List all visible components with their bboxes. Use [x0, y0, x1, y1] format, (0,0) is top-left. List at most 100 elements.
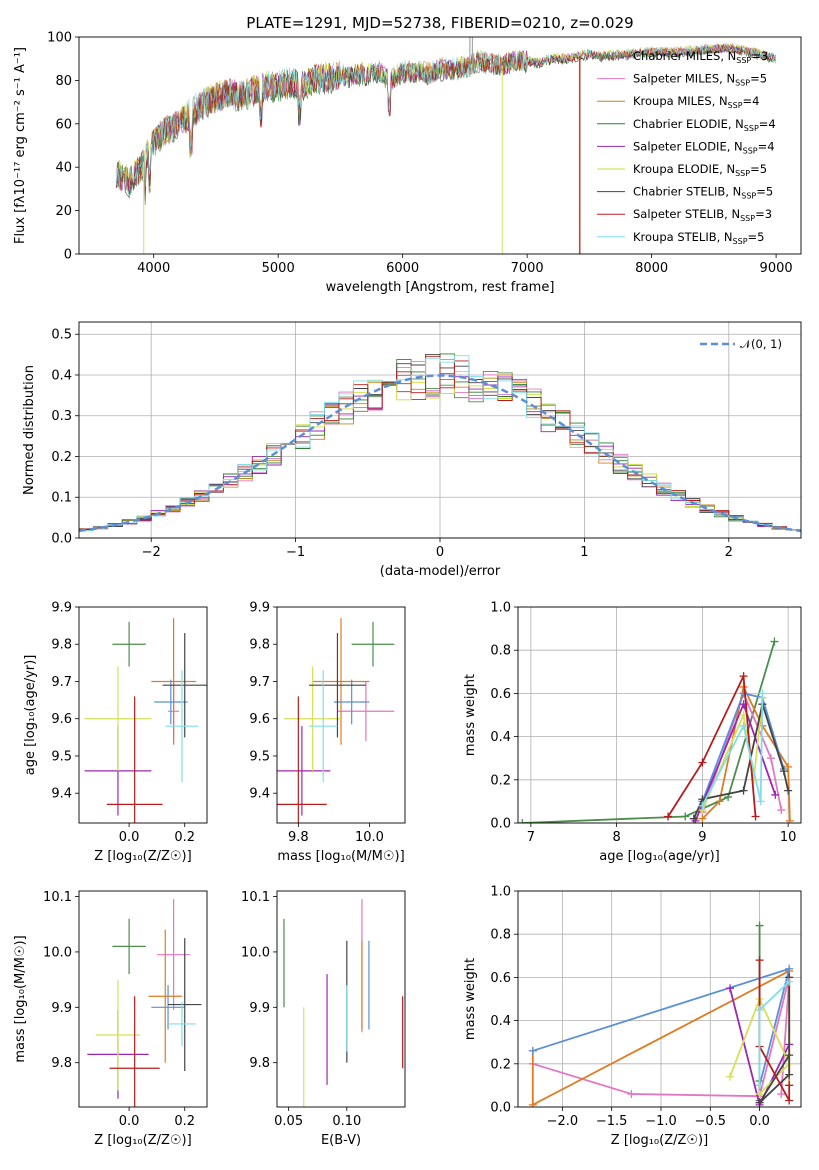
x-tick-label: 5000 [262, 261, 295, 276]
weight-marker [755, 1090, 764, 1099]
weight-marker [785, 816, 794, 823]
x-tick-label: 2 [725, 545, 733, 560]
spectrum-line [116, 43, 776, 194]
y-axis-label: mass [log₁₀(M/M☉)] [13, 935, 28, 1062]
x-tick-label: 9000 [760, 261, 793, 276]
axes-frame [276, 890, 406, 1108]
weight-marker [755, 921, 764, 930]
errorbar-point [112, 918, 146, 975]
y-tick-label: 0.0 [51, 532, 72, 547]
x-tick-label: 10 [780, 830, 797, 845]
axes-frame [517, 606, 802, 824]
weight-marker [739, 672, 748, 681]
y-tick-label: 100 [47, 31, 72, 46]
y-tick-label: 0.4 [490, 730, 511, 745]
x-tick-label: 4000 [137, 261, 170, 276]
legend-label: Salpeter ELODIE, NSSP=4 [633, 139, 775, 155]
age-vs-Z-panel: 0.0 0.2 9.4 9.5 9.6 9.7 9.8 9.9 Z [log₁₀(Z/Z☉)] a… [23, 601, 208, 864]
spectrum-series-group [116, 37, 776, 254]
weight-marker [755, 1081, 764, 1090]
errorbar-point [165, 670, 199, 783]
x-axis-label: Z [log₁₀(Z/Z☉)] [94, 849, 191, 864]
weight-marker [785, 1096, 794, 1105]
x-tick-label: 9 [698, 830, 706, 845]
legend-label: Chabrier STELIB, NSSP=5 [633, 185, 773, 201]
axes-frame [78, 36, 802, 255]
axes-frame [517, 890, 802, 1108]
y-tick-label: 0.6 [490, 971, 511, 986]
y-tick-label: 9.9 [249, 601, 270, 616]
weight-marker [785, 964, 794, 973]
errorbar-group [87, 899, 202, 1107]
y-tick-label: 0.4 [490, 1014, 511, 1029]
weight-series [664, 672, 760, 821]
y-tick-label: 10.1 [43, 890, 72, 905]
y-tick-label: 10.0 [241, 945, 270, 960]
weight-marker [528, 1100, 537, 1107]
x-tick-label: 10.0 [355, 830, 384, 845]
y-tick-label: 40 [55, 161, 72, 176]
y-tick-label: 0 [64, 248, 72, 263]
normal-curve [79, 374, 801, 533]
y-tick-label: 9.8 [51, 638, 72, 653]
x-tick-label: −2.0 [547, 1114, 579, 1129]
weight-marker [777, 1090, 786, 1099]
x-tick-label: 8 [612, 830, 620, 845]
weight-marker [784, 762, 793, 771]
y-tick-label: 9.8 [249, 1056, 270, 1071]
x-tick-label: 0.0 [749, 1114, 770, 1129]
errorbar-point [168, 1001, 196, 1047]
y-axis-label: age [log₁₀(age/yr)] [23, 655, 38, 776]
errorbar-point [109, 996, 160, 1107]
y-axis-label: Normed distribution [22, 365, 37, 495]
weight-marker [755, 956, 764, 965]
weight-series [698, 682, 794, 823]
axes-frame [78, 890, 208, 1108]
y-tick-label: 9.8 [249, 638, 270, 653]
weight-marker [755, 1098, 764, 1107]
weight-line [701, 692, 785, 802]
x-axis-label: Z [log₁₀(Z/Z☉)] [611, 1133, 708, 1148]
x-axis-label: (data-model)/error [380, 564, 501, 579]
y-tick-label: 10.0 [43, 945, 72, 960]
legend-label: Salpeter STELIB, NSSP=3 [633, 207, 772, 223]
weight-marker [739, 786, 748, 795]
weight-marker [785, 1051, 794, 1060]
weight-marker [739, 689, 748, 698]
errorbar-point [277, 696, 327, 823]
weight-line [758, 977, 791, 1104]
x-tick-label: 7 [527, 830, 535, 845]
age-vs-mass-panel: 9.8 10.0 9.4 9.5 9.6 9.7 9.8 9.9 mass [log₁₀(M/M… [249, 601, 406, 864]
weight-marker [785, 1070, 794, 1079]
y-tick-label: 9.8 [51, 1056, 72, 1071]
weight-marker [766, 754, 775, 763]
y-tick-label: 9.5 [249, 749, 270, 764]
axes-frame [78, 321, 802, 539]
errorbar-point [106, 696, 163, 823]
x-tick-label: 0.05 [274, 1114, 303, 1129]
errorbar-point [168, 938, 202, 1071]
y-tick-label: 1.0 [490, 885, 511, 900]
weight-marker [777, 806, 786, 815]
x-tick-label: 7000 [511, 261, 544, 276]
y-axis-label: mass weight [463, 674, 478, 756]
weight-marker [785, 1081, 794, 1090]
y-tick-label: 9.4 [249, 787, 270, 802]
weight-marker [751, 812, 760, 821]
histogram-step [79, 355, 801, 534]
weight-marker [715, 797, 724, 806]
x-axis-label: wavelength [Angstrom, rest frame] [326, 280, 555, 295]
errorbar-group [283, 899, 404, 1107]
weight-line [667, 672, 757, 817]
y-tick-label: 0.8 [490, 928, 511, 943]
weight-marker [784, 786, 793, 795]
errorbar-point [277, 726, 331, 816]
x-tick-label: 8000 [635, 261, 668, 276]
x-tick-label: 0.2 [174, 1114, 195, 1129]
errorbar-point [312, 618, 370, 745]
y-tick-label: 9.5 [51, 749, 72, 764]
errorbar-point [151, 985, 185, 1030]
y-tick-label: 0.8 [490, 644, 511, 659]
errorbar-point [112, 621, 146, 667]
weight-marker [627, 1090, 636, 1099]
